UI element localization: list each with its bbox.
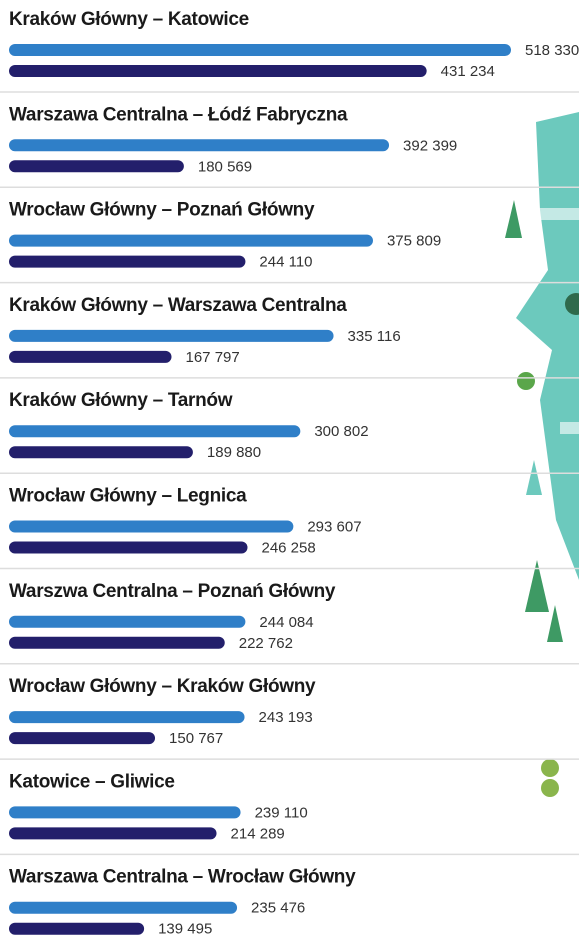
value-label: 235 476: [251, 900, 305, 917]
value-label: 518 330: [525, 42, 579, 59]
value-label: 293 607: [307, 518, 361, 535]
bar: [9, 806, 241, 819]
bar: [9, 329, 334, 342]
value-label: 243 193: [259, 709, 313, 726]
tree: [547, 605, 563, 642]
category-label: Kraków Główny – Warszawa Centralna: [9, 295, 347, 316]
bridge: [538, 208, 579, 220]
tree: [525, 560, 549, 612]
bar: [9, 425, 301, 438]
value-label: 244 110: [259, 254, 312, 271]
value-label: 244 084: [259, 614, 313, 631]
tree: [541, 779, 559, 797]
bar: [9, 255, 246, 268]
tree: [565, 293, 579, 315]
value-label: 139 495: [158, 921, 212, 938]
bar: [9, 615, 246, 628]
value-label: 300 802: [314, 423, 368, 440]
category-label: Wrocław Główny – Poznań Główny: [9, 200, 315, 221]
tree: [505, 200, 522, 238]
bar: [9, 65, 427, 77]
bar: [9, 350, 172, 363]
tree: [526, 460, 542, 495]
category-label: Wrocław Główny – Legnica: [9, 486, 247, 507]
value-label: 246 258: [261, 539, 315, 556]
category-label: Warszawa Centralna – Łódź Fabryczna: [9, 104, 348, 125]
decoration: [505, 112, 579, 797]
bar: [9, 139, 390, 152]
category-label: Kraków Główny – Katowice: [9, 9, 249, 30]
bar: [9, 711, 245, 724]
category-label: Warszwa Centralna – Poznań Główny: [9, 581, 336, 602]
bridge: [560, 422, 579, 434]
bar: [9, 234, 373, 247]
bar: [9, 541, 248, 554]
value-label: 189 880: [207, 444, 261, 461]
category-label: Kraków Główny – Tarnów: [9, 390, 233, 411]
category-label: Katowice – Gliwice: [9, 771, 175, 792]
river-shape: [516, 112, 579, 580]
value-label: 214 289: [231, 825, 285, 842]
category-label: Warszawa Centralna – Wrocław Główny: [9, 867, 356, 888]
value-label: 335 116: [348, 328, 401, 345]
value-label: 180 569: [198, 158, 252, 175]
value-label: 375 809: [387, 233, 441, 250]
value-label: 222 762: [239, 635, 293, 652]
value-label: 167 797: [186, 349, 240, 366]
value-label: 392 399: [403, 137, 457, 154]
bar: [9, 446, 193, 459]
bar: [9, 901, 238, 914]
category-label: Wrocław Główny – Kraków Główny: [9, 676, 316, 697]
tree: [541, 759, 559, 777]
value-label: 431 234: [441, 63, 495, 80]
bar: [9, 636, 225, 649]
bar: [9, 732, 156, 745]
bar: [9, 520, 294, 533]
bar: [9, 827, 217, 840]
tree: [517, 372, 535, 390]
bar: [9, 922, 145, 935]
bar: [9, 44, 511, 56]
value-label: 239 110: [255, 804, 308, 821]
bar: [9, 160, 184, 173]
value-label: 150 767: [169, 730, 223, 747]
